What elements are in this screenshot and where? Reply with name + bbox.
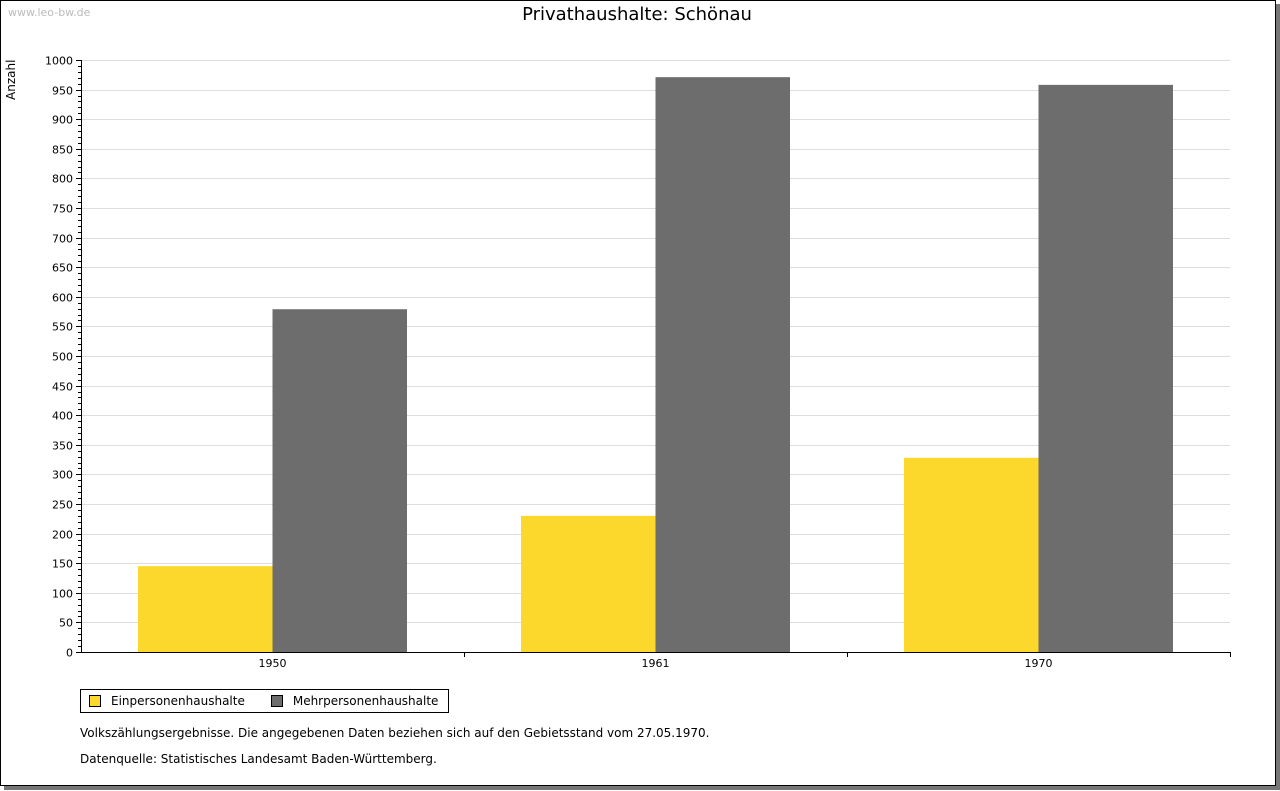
x-tick-label: 1961: [642, 657, 670, 670]
source-note: Datenquelle: Statistisches Landesamt Bad…: [80, 752, 437, 766]
legend-swatch: [270, 695, 283, 707]
bar-einpersonenhaushalte-1950: [138, 566, 273, 652]
y-tick-label: 700: [52, 233, 73, 246]
bar-mehrpersonenhaushalte-1950: [272, 309, 407, 652]
y-tick-label: 750: [52, 203, 73, 216]
y-tick-label: 250: [52, 499, 73, 512]
y-tick-label: 800: [52, 173, 73, 186]
chart-title: Privathaushalte: Schönau: [522, 4, 752, 25]
y-tick-label: 850: [52, 144, 73, 157]
legend-swatch: [89, 695, 101, 707]
legend-item: Mehrpersonenhaushalte: [270, 694, 439, 708]
bar-mehrpersonenhaushalte-1970: [1038, 84, 1173, 652]
y-tick-label: 300: [52, 469, 73, 482]
y-tick-label: 450: [52, 381, 73, 394]
legend-label: Mehrpersonenhaushalte: [292, 694, 439, 708]
y-tick-label: 1000: [45, 55, 73, 68]
y-tick-label: 200: [52, 529, 73, 542]
bar-einpersonenhaushalte-1961: [521, 515, 656, 652]
x-tick-label: 1970: [1025, 657, 1053, 670]
bar-einpersonenhaushalte-1970: [904, 457, 1039, 652]
legend-item: Einpersonenhaushalte: [89, 694, 245, 708]
watermark: www.leo-bw.de: [8, 6, 91, 19]
y-tick-label: 650: [52, 262, 73, 275]
legend: Einpersonenhaushalte Mehrpersonenhaushal…: [80, 689, 450, 713]
y-tick-label: 50: [59, 617, 73, 630]
y-tick-label: 350: [52, 440, 73, 453]
bar-mehrpersonenhaushalte-1961: [655, 77, 790, 653]
legend-label: Einpersonenhaushalte: [111, 694, 245, 708]
y-tick-label: 950: [52, 85, 73, 98]
y-tick-label: 550: [52, 321, 73, 334]
y-tick-label: 500: [52, 351, 73, 364]
y-tick-label: 900: [52, 114, 73, 127]
y-tick-label: 0: [66, 647, 73, 660]
y-tick-label: 150: [52, 558, 73, 571]
footnote: Volkszählungsergebnisse. Die angegebenen…: [80, 726, 710, 740]
x-tick-label: 1950: [259, 657, 287, 670]
y-tick-label: 600: [52, 292, 73, 305]
y-tick-label: 400: [52, 410, 73, 423]
y-tick-label: 100: [52, 588, 73, 601]
